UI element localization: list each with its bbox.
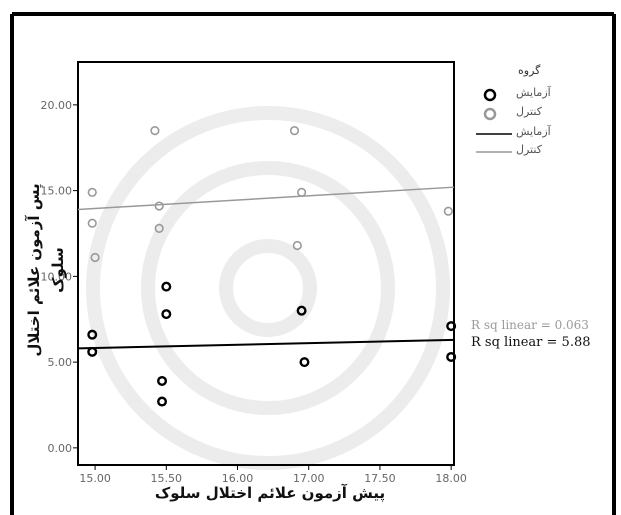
- plot-area: [77, 61, 455, 466]
- legend-label-experiment-line: آزمایش: [516, 125, 551, 138]
- data-point-experiment: [446, 321, 457, 332]
- data-point-control: [289, 125, 300, 136]
- x-tick-label: 15.50: [151, 472, 183, 485]
- r-squared-annotation-2: R sq linear = 5.88: [471, 335, 591, 350]
- y-axis-title: پس آزمون علائم اختلال سلوک: [25, 183, 67, 357]
- r-squared-annotation-1: R sq linear = 0.063: [471, 318, 589, 332]
- legend-marker-experiment: [483, 88, 497, 102]
- y-tick-label: 15.00: [41, 185, 73, 198]
- data-point-control: [90, 252, 100, 263]
- x-tick-label: 15.00: [79, 472, 111, 485]
- data-point-experiment: [157, 396, 168, 407]
- data-point-experiment: [446, 351, 457, 362]
- legend-label-control-marker: کنترل: [516, 105, 542, 118]
- y-tick-label: 10.00: [41, 270, 73, 283]
- data-point-control: [154, 201, 164, 211]
- fit-lines: [77, 186, 455, 350]
- data-point-experiment: [299, 357, 310, 368]
- y-tick-label: 5.00: [48, 356, 73, 369]
- data-point-experiment: [161, 309, 172, 320]
- data-point-experiment: [87, 346, 98, 357]
- data-point-experiment: [161, 281, 172, 292]
- watermark-star: [86, 106, 450, 470]
- legend-label-experiment-marker: آزمایش: [516, 86, 551, 99]
- x-tick-label: 17.00: [293, 472, 325, 485]
- x-axis: 15.00 15.50 16.00 17.00 17.50 18.00: [79, 465, 467, 485]
- data-point-control: [150, 125, 160, 136]
- legend-label-control-line: کنترل: [516, 143, 542, 156]
- fit-line: [77, 338, 455, 350]
- data-point-experiment: [157, 375, 168, 386]
- data-point-control: [292, 240, 302, 251]
- data-point-control: [154, 223, 164, 233]
- data-point-experiment: [87, 329, 98, 340]
- data-point-control: [443, 206, 453, 216]
- data-points: [87, 125, 457, 407]
- x-tick-label: 18.00: [435, 472, 467, 485]
- data-point-experiment: [296, 305, 307, 316]
- y-tick-label: 0.00: [48, 442, 73, 455]
- y-tick-label: 20.00: [41, 99, 73, 112]
- legend-marker-control: [483, 107, 497, 121]
- x-tick-label: 17.50: [364, 472, 396, 485]
- fit-line: [77, 186, 455, 211]
- y-axis: 0.00 5.00 10.00 15.00 20.00: [41, 99, 78, 455]
- x-tick-label: 16.00: [222, 472, 254, 485]
- data-point-control: [297, 187, 307, 197]
- x-axis-title: پیش آزمون علائم اختلال سلوک: [154, 484, 386, 502]
- data-point-control: [87, 187, 97, 197]
- data-point-control: [87, 218, 97, 228]
- legend-title: گروه: [518, 64, 541, 77]
- legend: [476, 88, 512, 153]
